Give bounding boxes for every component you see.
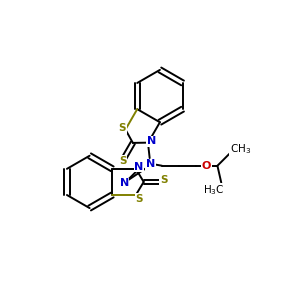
Text: N: N [134,161,143,172]
Text: N: N [147,136,156,146]
Text: N: N [120,178,129,188]
Text: S: S [119,156,127,166]
Text: CH$_3$: CH$_3$ [230,142,251,156]
Text: S: S [135,194,143,204]
Text: S: S [118,123,126,133]
Text: S: S [160,176,167,185]
Text: O: O [202,161,211,171]
Text: N: N [146,159,155,169]
Text: H$_3$C: H$_3$C [203,184,224,197]
